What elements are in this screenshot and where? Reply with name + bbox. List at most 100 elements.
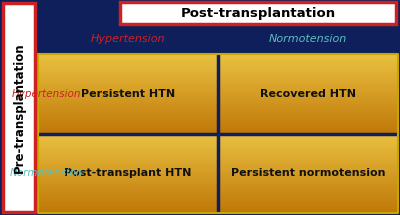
Bar: [218, 135, 398, 138]
Bar: [38, 135, 218, 138]
Bar: [218, 161, 398, 164]
Bar: [218, 80, 398, 82]
Bar: [38, 120, 218, 122]
Bar: [38, 175, 218, 178]
Bar: [38, 145, 218, 148]
Text: Normotension: Normotension: [269, 34, 347, 44]
Bar: [218, 209, 398, 212]
Bar: [218, 126, 398, 128]
Bar: [38, 149, 218, 152]
Bar: [218, 64, 398, 66]
Bar: [38, 86, 218, 88]
Bar: [38, 129, 218, 132]
Bar: [218, 76, 398, 78]
Bar: [218, 104, 398, 106]
Bar: [218, 118, 398, 120]
Bar: [38, 153, 218, 156]
Bar: [218, 121, 398, 124]
Bar: [218, 116, 398, 118]
Bar: [38, 56, 218, 58]
Bar: [38, 80, 218, 82]
Bar: [38, 118, 218, 120]
Bar: [218, 165, 398, 168]
Bar: [218, 132, 398, 134]
Bar: [38, 163, 218, 166]
Bar: [218, 185, 398, 188]
FancyBboxPatch shape: [120, 2, 396, 24]
Bar: [218, 86, 398, 88]
Bar: [218, 175, 398, 178]
Bar: [38, 82, 218, 84]
Bar: [38, 94, 218, 96]
Bar: [218, 54, 398, 57]
Text: Post-transplantation: Post-transplantation: [180, 6, 336, 20]
Bar: [218, 92, 398, 94]
Bar: [218, 94, 398, 96]
Bar: [218, 60, 398, 62]
Text: Pre-transplantation: Pre-transplantation: [12, 42, 26, 173]
Bar: [38, 187, 218, 190]
Bar: [218, 110, 398, 112]
Bar: [38, 193, 218, 196]
Bar: [38, 134, 218, 136]
Bar: [218, 88, 398, 90]
Bar: [218, 171, 398, 174]
Text: Recovered HTN: Recovered HTN: [260, 89, 356, 99]
Bar: [38, 169, 218, 172]
Bar: [38, 64, 218, 66]
Bar: [38, 183, 218, 186]
Bar: [38, 132, 218, 134]
Bar: [38, 84, 218, 86]
Bar: [218, 147, 398, 150]
Bar: [218, 96, 398, 98]
Bar: [38, 54, 218, 57]
Bar: [38, 98, 218, 100]
Bar: [218, 201, 398, 204]
Bar: [38, 78, 218, 80]
Bar: [218, 140, 398, 142]
Bar: [38, 114, 218, 116]
Bar: [38, 159, 218, 162]
Bar: [38, 211, 218, 213]
Bar: [38, 201, 218, 204]
Bar: [38, 147, 218, 150]
Bar: [38, 161, 218, 164]
Bar: [38, 179, 218, 182]
Bar: [38, 68, 218, 70]
Bar: [218, 70, 398, 72]
Bar: [218, 193, 398, 196]
Bar: [218, 145, 398, 148]
Bar: [218, 120, 398, 122]
Bar: [218, 98, 398, 100]
Bar: [218, 191, 398, 194]
Text: Post-transplant HTN: Post-transplant HTN: [64, 168, 192, 178]
Bar: [218, 137, 398, 140]
Bar: [218, 78, 398, 80]
Bar: [218, 183, 398, 186]
Bar: [218, 177, 398, 180]
Bar: [218, 205, 398, 207]
Bar: [38, 141, 218, 144]
Text: Normotension: Normotension: [10, 168, 83, 178]
Bar: [38, 102, 218, 104]
Bar: [38, 112, 218, 114]
Bar: [218, 106, 398, 108]
Bar: [38, 157, 218, 160]
Bar: [38, 96, 218, 98]
Bar: [38, 173, 218, 176]
Bar: [218, 167, 398, 170]
Bar: [218, 100, 398, 102]
Bar: [218, 169, 398, 172]
Bar: [218, 58, 398, 60]
Bar: [218, 143, 398, 146]
Bar: [38, 92, 218, 94]
Bar: [218, 129, 398, 132]
Bar: [38, 104, 218, 106]
Bar: [38, 108, 218, 110]
Bar: [38, 209, 218, 212]
Bar: [38, 195, 218, 198]
Bar: [218, 82, 398, 84]
Bar: [218, 195, 398, 198]
Bar: [218, 189, 398, 192]
Bar: [218, 187, 398, 190]
